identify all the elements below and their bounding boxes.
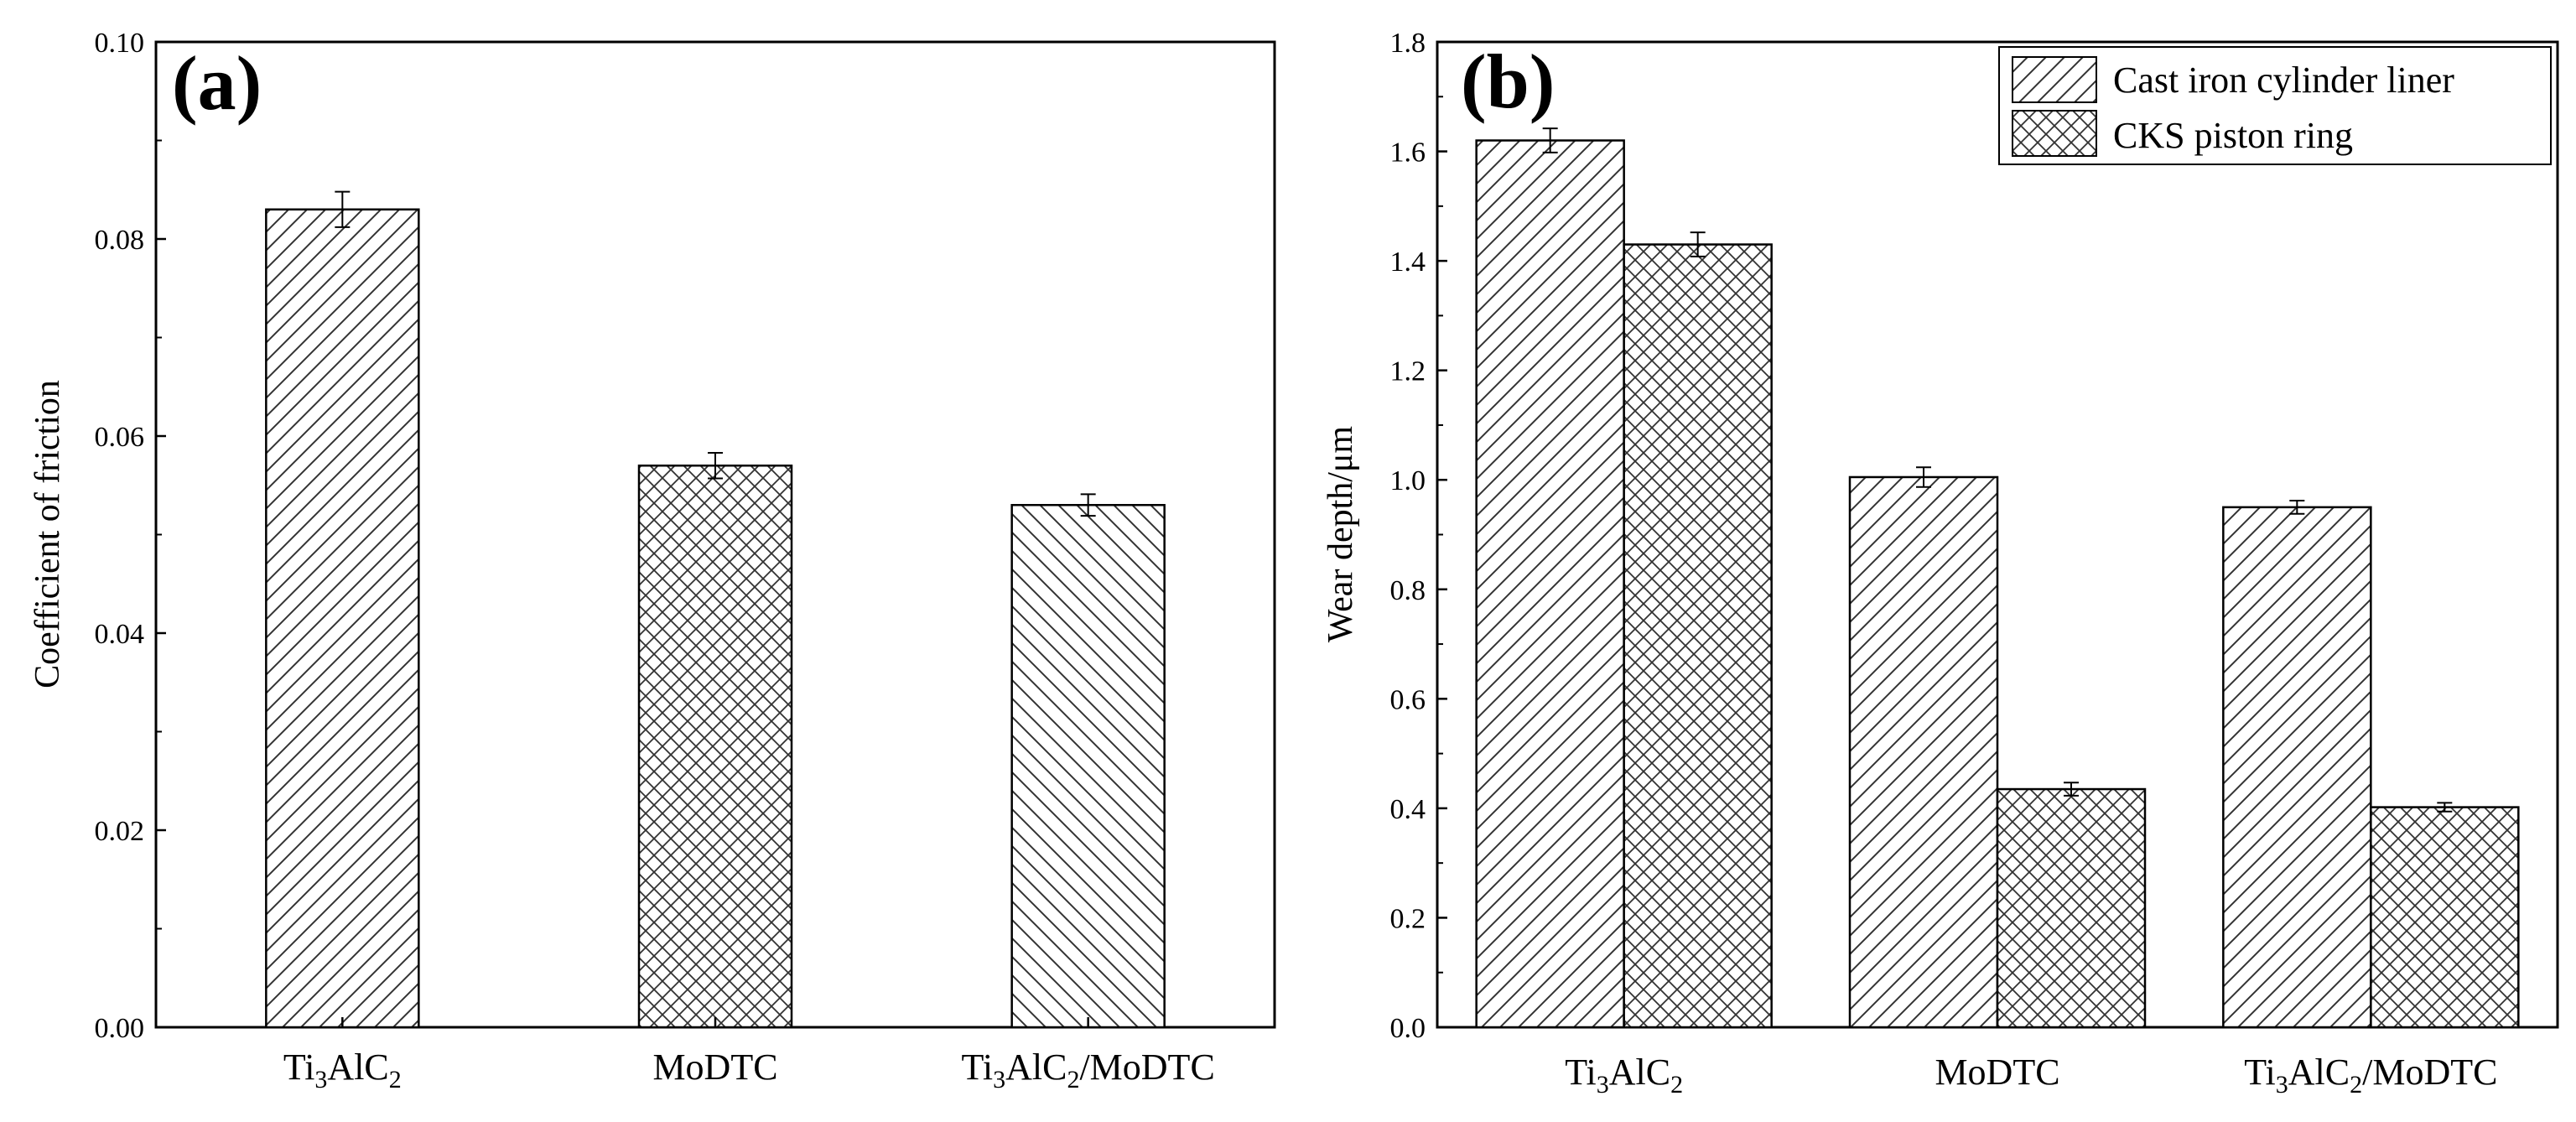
y-tick-label-a: 0.00 [95,1013,145,1044]
bars-a [265,190,1166,1029]
error-bar-b [1916,466,1931,488]
bar-modtc [637,465,793,1029]
legend-swatch-cast-iron [2012,56,2097,103]
x-category-label-a: Ti3AlC2/MoDTC [962,1047,1215,1093]
y-tick-label-a: 0.06 [95,422,145,453]
error-bar-b [2437,802,2453,813]
x-category-label-b: Ti3AlC2 [1565,1052,1683,1099]
panel-b: (b) Wear depth/μm 0.0 0.2 0.4 0.6 0.8 1.0 1.2 1… [1322,28,2559,1099]
legend: Cast iron cylinder liner CKS piston ring [1998,46,2552,165]
x-category-label-a: Ti3AlC2 [283,1047,402,1093]
error-bar-b [1690,231,1706,257]
y-ticks-a: 0.00 0.02 0.04 0.06 0.08 0.10 [95,28,166,1044]
error-bar-b [1542,127,1558,153]
y-axis-label-b: Wear depth/μm [1322,426,1360,643]
panel-label-b: (b) [1461,39,1555,124]
bar-ti3alc2 [265,208,420,1029]
y-tick-label-a: 0.10 [95,28,145,59]
y-tick-label-b: 0.0 [1390,1013,1426,1044]
x-category-label-b: MoDTC [1935,1052,2059,1093]
y-tick-label-b: 0.6 [1390,684,1426,715]
y-axis-label-a: Coefficient of friction [29,380,67,688]
legend-item-cks: CKS piston ring [2012,110,2353,157]
bar-cast-iron-ti3alc2 [1475,139,1625,1029]
x-category-label-a: MoDTC [652,1047,777,1088]
bar-cks-modtc [1996,787,2147,1029]
y-tick-label-b: 0.2 [1390,903,1426,934]
bar-cast-iron-modtc [1848,475,1999,1029]
bar-cast-iron-ti3alc2-modtc [2222,506,2372,1029]
bar-cks-ti3alc2-modtc [2370,806,2520,1029]
error-bar-a [335,190,351,228]
x-categories-a: Ti3AlC2 MoDTC Ti3AlC2/MoDTC [283,1017,1215,1093]
legend-swatch-cks [2012,110,2097,157]
y-tick-label-b: 0.4 [1390,794,1426,825]
y-tick-label-b: 1.2 [1390,356,1426,387]
bar-ti3alc2-modtc [1010,504,1166,1029]
y-tick-label-b: 0.8 [1390,575,1426,606]
legend-label-cast-iron: Cast iron cylinder liner [2113,60,2454,101]
x-category-label-b: Ti3AlC2/MoDTC [2244,1052,2497,1099]
bar-cks-ti3alc2 [1623,243,1773,1029]
y-tick-label-b: 1.8 [1390,28,1426,59]
x-categories-b: Ti3AlC2 MoDTC Ti3AlC2/MoDTC [1565,1017,2497,1099]
error-bar-a [1080,493,1096,517]
legend-label-cks: CKS piston ring [2113,115,2353,156]
y-tick-label-a: 0.04 [95,619,145,650]
panel-a: (a) Coefficient of friction 0.00 0.02 0.04… [29,28,1276,1093]
y-tick-label-b: 1.4 [1390,247,1426,278]
legend-item-cast-iron: Cast iron cylinder liner [2012,56,2454,103]
y-tick-label-b: 1.0 [1390,465,1426,496]
y-tick-label-b: 1.6 [1390,138,1426,169]
panel-label-a: (a) [172,40,262,126]
error-bar-b [2064,782,2079,797]
error-bar-a [708,451,723,480]
bars-b [1475,127,2520,1029]
y-ticks-b: 0.0 0.2 0.4 0.6 0.8 1.0 1.2 1.4 1.6 1.8 [1390,28,1447,1044]
error-bar-b [2289,500,2305,515]
y-tick-label-a: 0.08 [95,225,145,256]
y-tick-label-a: 0.02 [95,816,145,847]
